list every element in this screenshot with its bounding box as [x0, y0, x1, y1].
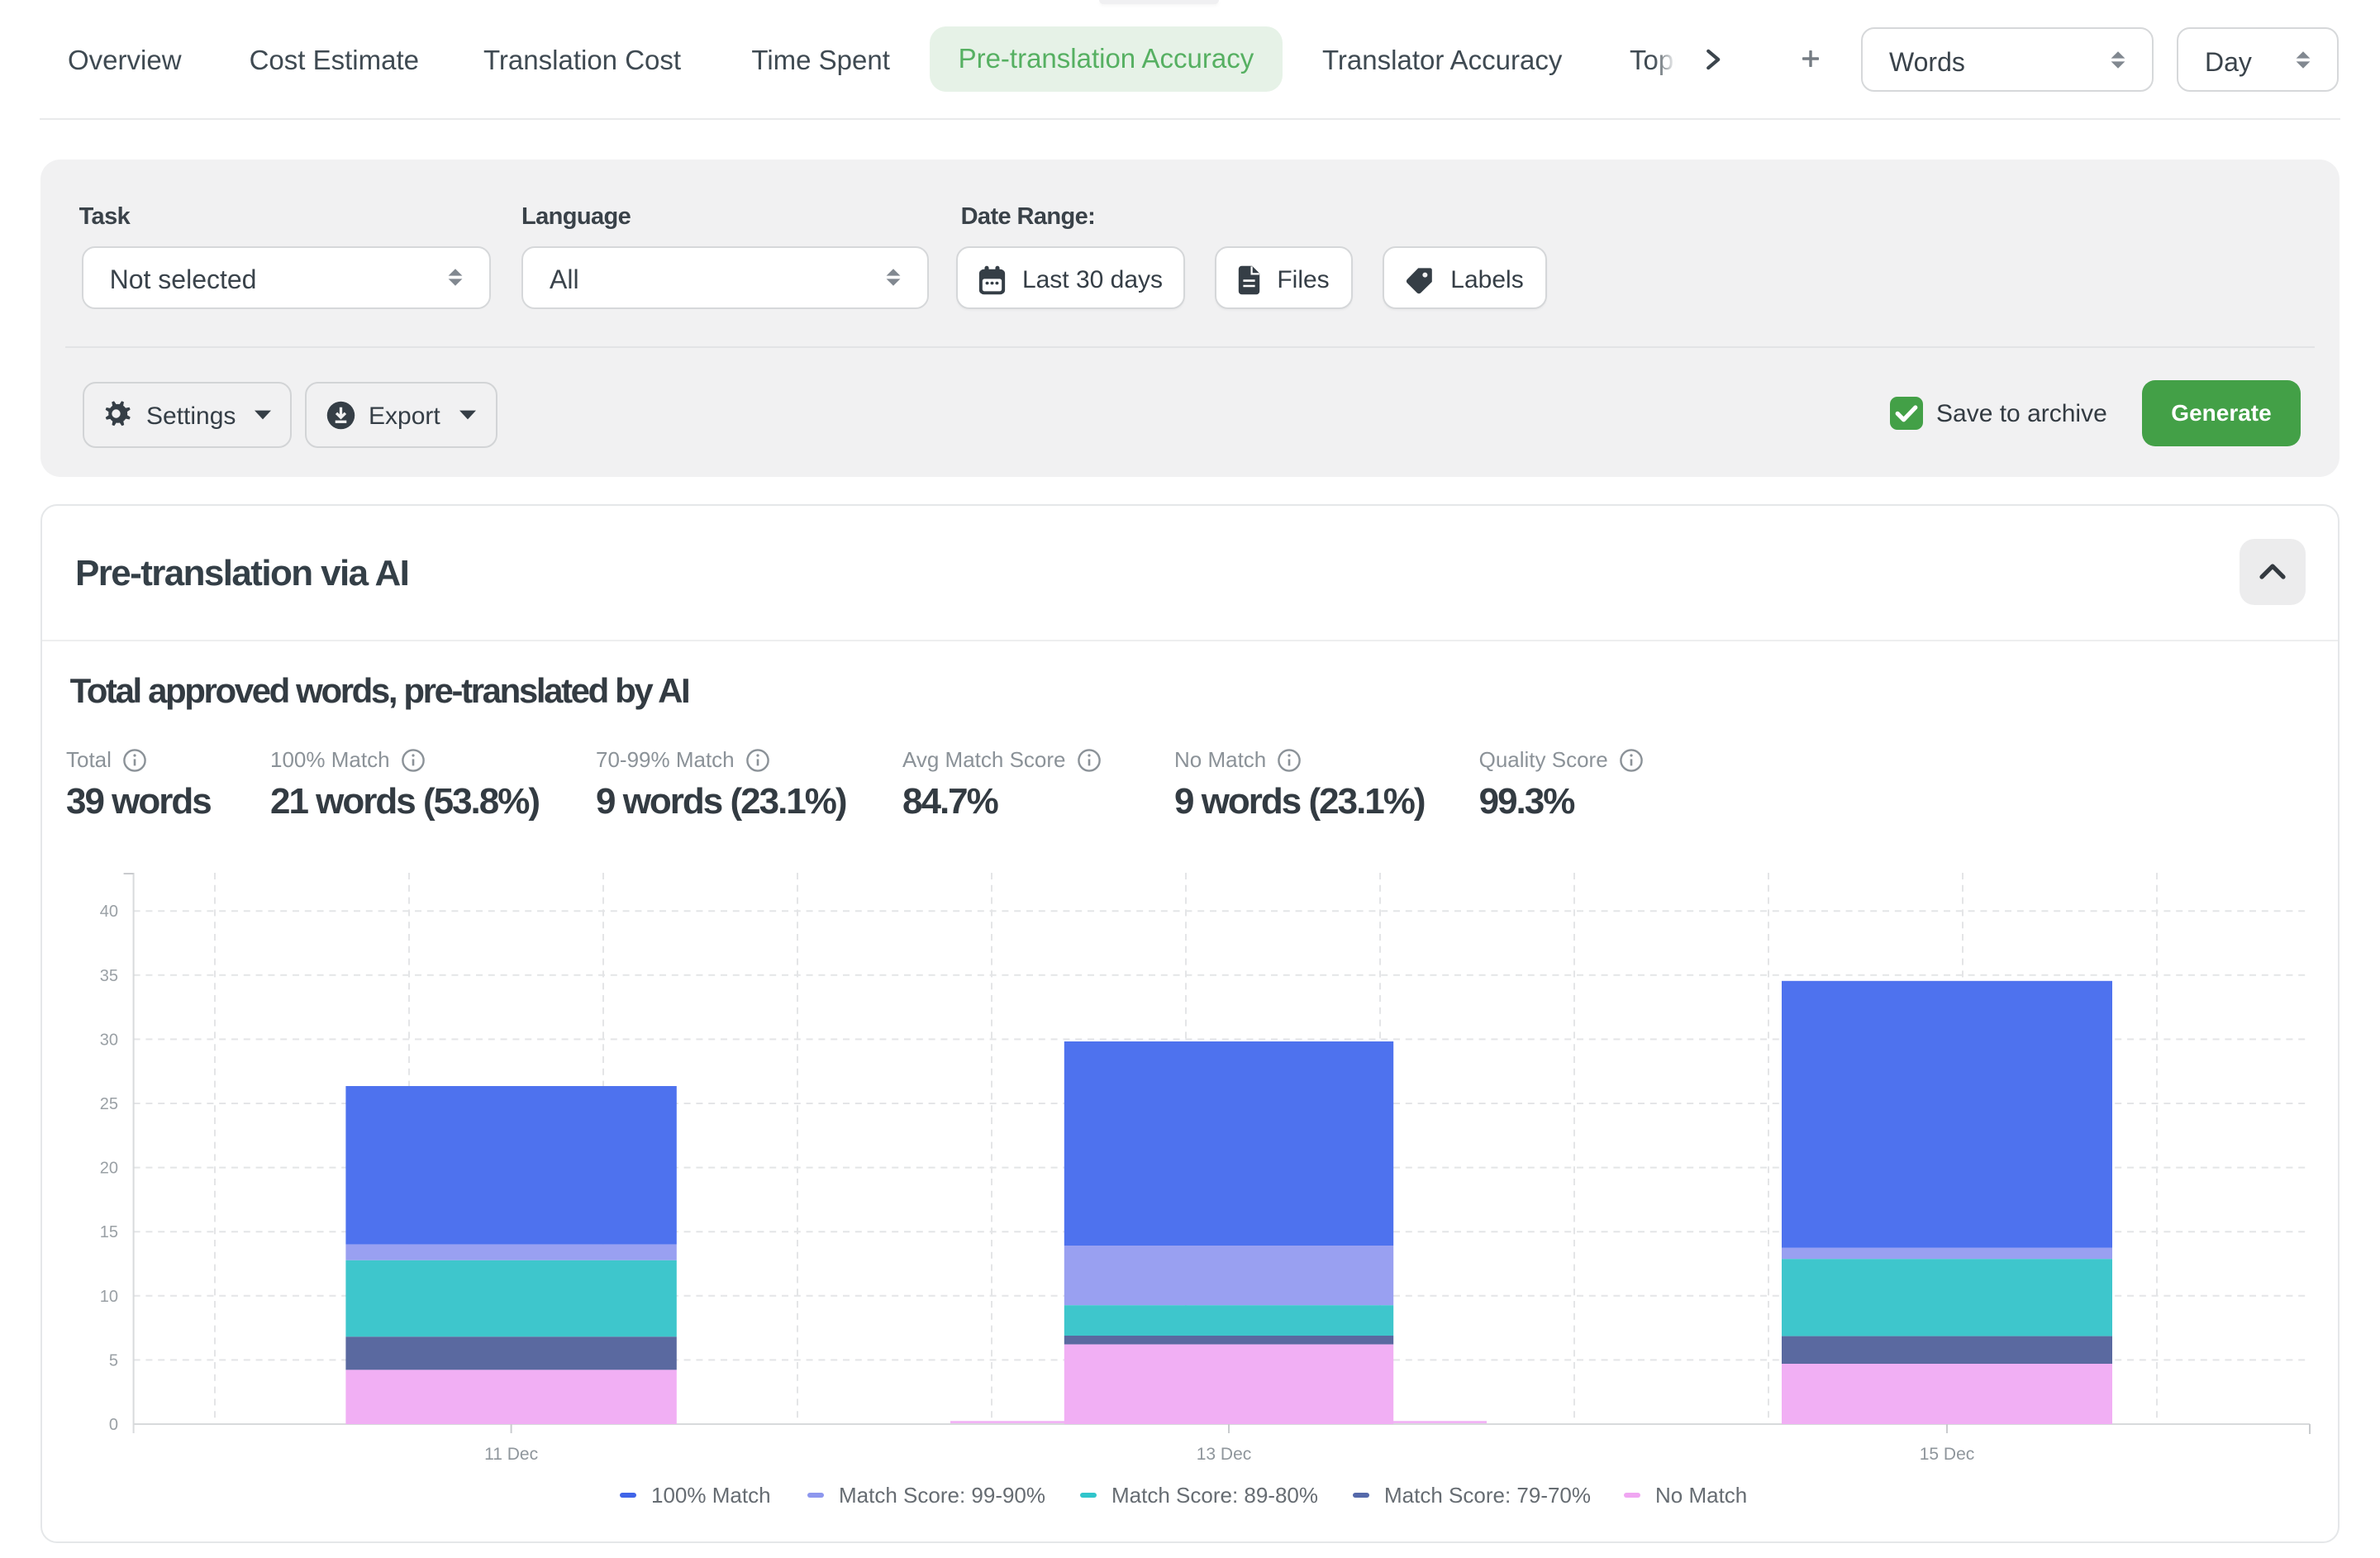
- svg-text:15: 15: [100, 1223, 118, 1241]
- svg-text:30: 30: [100, 1031, 118, 1049]
- svg-text:20: 20: [100, 1160, 118, 1178]
- svg-text:35: 35: [100, 967, 118, 985]
- svg-text:25: 25: [100, 1095, 118, 1113]
- svg-text:10: 10: [100, 1288, 118, 1306]
- svg-text:15 Dec: 15 Dec: [1920, 1445, 1975, 1464]
- svg-text:11 Dec: 11 Dec: [484, 1445, 538, 1464]
- svg-text:5: 5: [109, 1351, 118, 1370]
- svg-text:40: 40: [100, 903, 118, 921]
- svg-text:13 Dec: 13 Dec: [1197, 1445, 1252, 1464]
- svg-text:0: 0: [109, 1416, 118, 1434]
